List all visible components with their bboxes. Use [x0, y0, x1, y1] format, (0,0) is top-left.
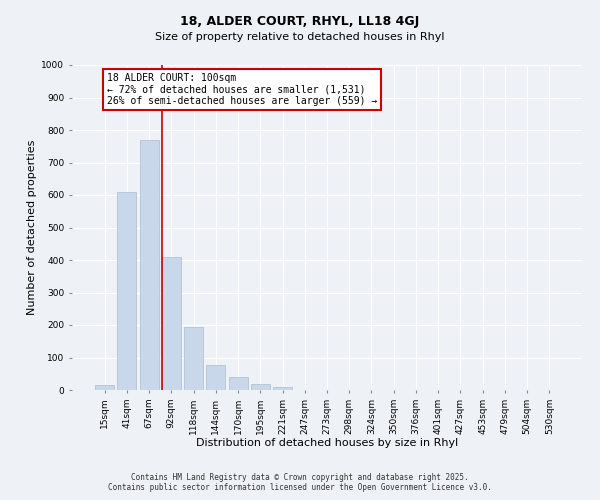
Text: 18 ALDER COURT: 100sqm
← 72% of detached houses are smaller (1,531)
26% of semi-: 18 ALDER COURT: 100sqm ← 72% of detached…	[107, 73, 377, 106]
Bar	[273, 387, 292, 390]
X-axis label: Distribution of detached houses by size in Rhyl: Distribution of detached houses by size …	[196, 438, 458, 448]
Text: Size of property relative to detached houses in Rhyl: Size of property relative to detached ho…	[155, 32, 445, 42]
Text: Contains HM Land Registry data © Crown copyright and database right 2025.
Contai: Contains HM Land Registry data © Crown c…	[108, 473, 492, 492]
Bar	[95, 385, 114, 390]
Bar	[140, 140, 158, 390]
Y-axis label: Number of detached properties: Number of detached properties	[27, 140, 37, 315]
Bar	[118, 192, 136, 390]
Bar	[162, 257, 181, 390]
Bar	[229, 377, 248, 390]
Bar	[251, 384, 270, 390]
Bar	[206, 364, 225, 390]
Text: 18, ALDER COURT, RHYL, LL18 4GJ: 18, ALDER COURT, RHYL, LL18 4GJ	[181, 15, 419, 28]
Bar	[184, 328, 203, 390]
